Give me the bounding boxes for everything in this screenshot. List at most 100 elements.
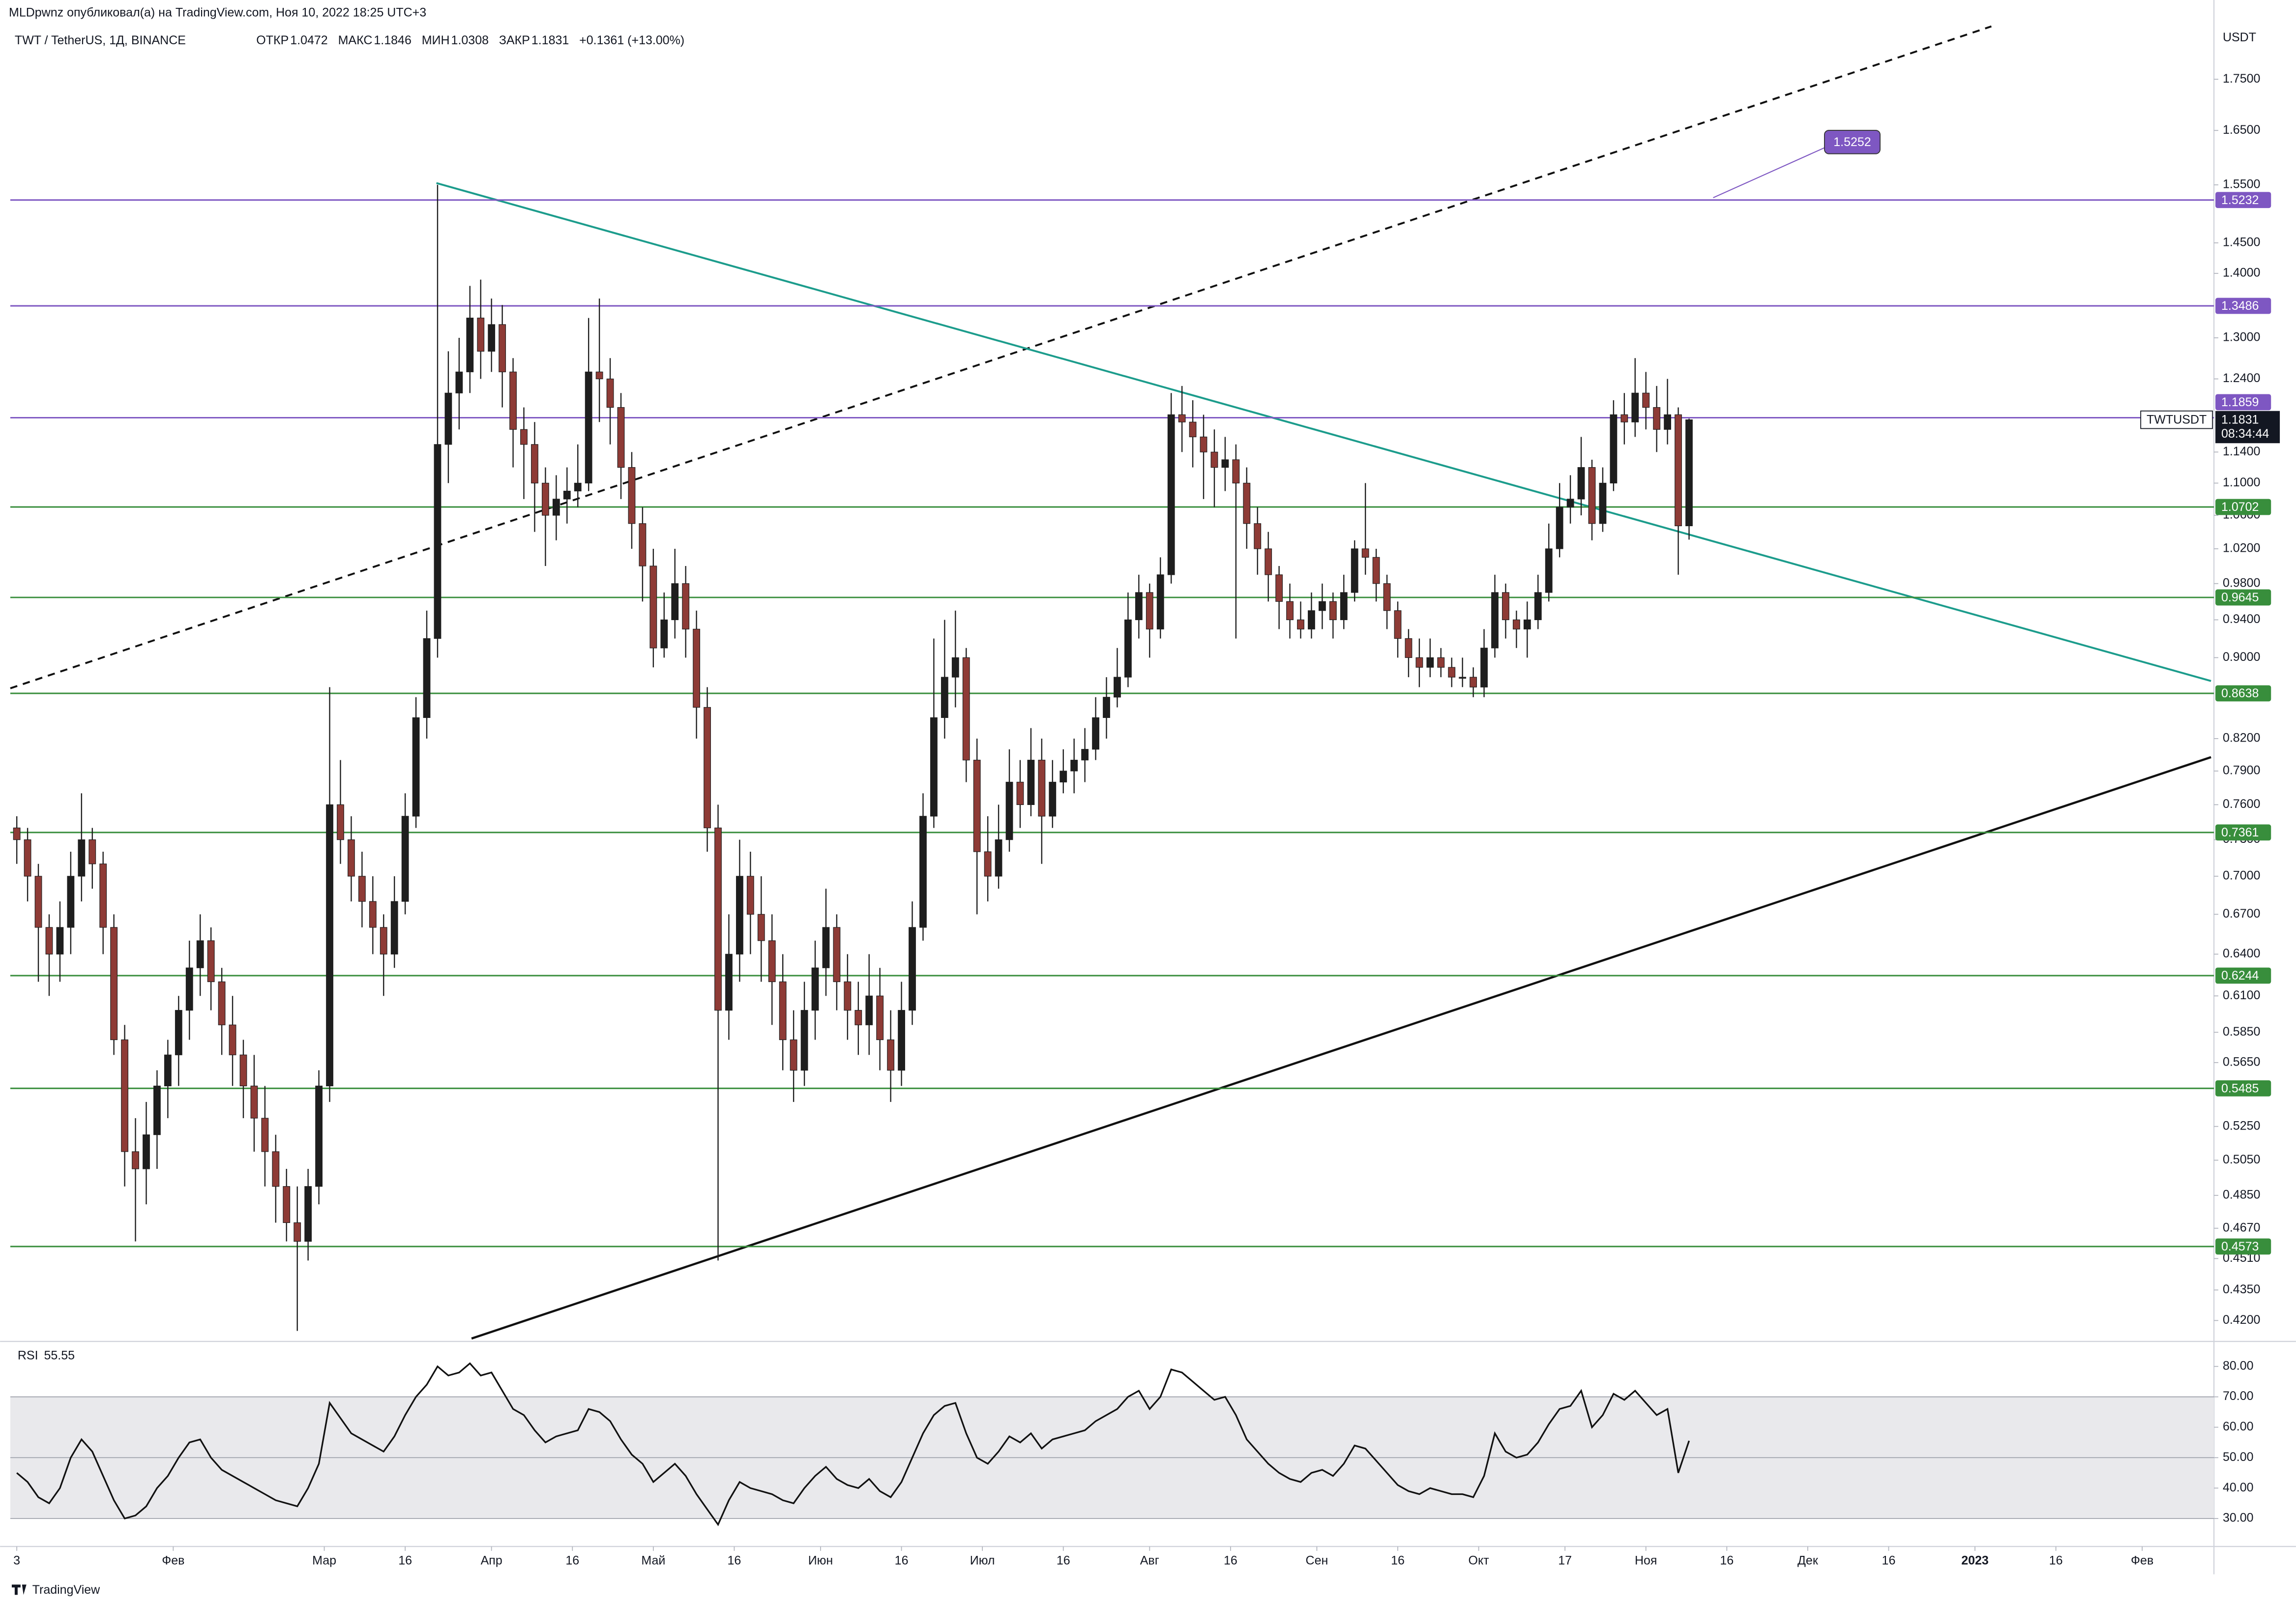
candle-body (1653, 407, 1661, 430)
candle-body (639, 523, 647, 566)
candle-body (326, 804, 333, 1086)
level-badge (2215, 1080, 2271, 1097)
candle-body (1200, 436, 1207, 452)
candle-body (337, 804, 344, 840)
chart-title: TWT / TetherUS, 1Д, BINANCE (15, 33, 186, 47)
candle-body (563, 490, 571, 500)
y-tick-label: 1.4500 (2223, 235, 2260, 249)
level-label: 0.5485 (2221, 1081, 2259, 1095)
candle-body (499, 324, 506, 372)
y-tick-label: 0.7600 (2223, 797, 2260, 811)
x-tick-label: 16 (2049, 1553, 2063, 1567)
x-tick-label: 2023 (1961, 1553, 1989, 1567)
x-tick-label: Апр (481, 1553, 502, 1567)
brand-name: TradingView (32, 1583, 101, 1597)
candle-body (348, 839, 355, 877)
candle-body (315, 1085, 323, 1187)
candle-body (1114, 677, 1121, 698)
candle-body (1631, 392, 1639, 422)
ohlc-value: 1.0472 (290, 33, 327, 47)
candle-body (1437, 657, 1445, 668)
x-tick-label: 16 (565, 1553, 579, 1567)
candle-body (844, 981, 852, 1011)
ohlc-value: 1.1846 (374, 33, 411, 47)
candle-body (412, 717, 420, 817)
candle-body (984, 851, 992, 877)
x-tick-label: Июн (808, 1553, 833, 1567)
y-tick-label: 0.4350 (2223, 1282, 2260, 1296)
candle-body (1426, 657, 1434, 668)
rsi-tick-label: 70.00 (2223, 1389, 2254, 1403)
candle-body (218, 981, 226, 1025)
candle-body (34, 876, 42, 928)
y-tick-label: 0.4670 (2223, 1221, 2260, 1234)
candle-body (1135, 592, 1143, 621)
candle-body (1329, 601, 1337, 621)
candle-body (736, 876, 743, 954)
price-label: 1.1831 (2221, 413, 2259, 427)
candle-body (542, 482, 549, 516)
level-label: 0.6244 (2221, 969, 2259, 983)
candle-body (1297, 619, 1304, 629)
level-label: 1.5232 (2221, 193, 2259, 207)
candle-body (682, 583, 690, 629)
y-tick-label: 0.7000 (2223, 868, 2260, 882)
candle-body (1167, 414, 1175, 575)
candle-body (1103, 697, 1110, 718)
candle-body (283, 1186, 291, 1223)
y-tick-label: 1.1000 (2223, 476, 2260, 489)
candle-body (693, 628, 701, 708)
callout-pointer (1713, 146, 1828, 199)
x-tick-label: Фев (2131, 1553, 2153, 1567)
candle-body (822, 927, 830, 968)
candle-body (110, 927, 118, 1041)
rsi-tick-label: 80.00 (2223, 1359, 2254, 1372)
level-label: 1.1859 (2221, 395, 2259, 409)
candle-body (1124, 619, 1132, 678)
brand: TradingView (11, 1583, 101, 1597)
candle-body (229, 1024, 236, 1055)
level-label: 0.8638 (2221, 686, 2259, 700)
candle-body (1664, 414, 1672, 430)
level-label: 0.7361 (2221, 826, 2259, 839)
x-tick-label: Дек (1797, 1553, 1819, 1567)
ohlc-value: 1.0308 (451, 33, 489, 47)
y-tick-label: 1.4000 (2223, 266, 2260, 279)
candle-body (768, 940, 776, 983)
candle-body (1070, 760, 1078, 772)
callout-box (1824, 130, 1881, 154)
candle-body (1178, 414, 1186, 422)
candle-body (1577, 467, 1585, 500)
level-badge (2215, 589, 2271, 606)
candle-body (1210, 451, 1218, 468)
level-badge (2215, 298, 2271, 314)
candle-body (455, 371, 463, 393)
candle-body (660, 619, 668, 649)
x-tick-label: 16 (1224, 1553, 1237, 1567)
candle-body (671, 583, 679, 621)
y-tick-label: 1.0200 (2223, 541, 2260, 555)
x-tick-label: 17 (1558, 1553, 1572, 1567)
candle-body (185, 967, 193, 1011)
level-badge (2215, 967, 2271, 984)
level-label: 1.3486 (2221, 299, 2259, 313)
candle-body (196, 940, 204, 968)
level-badge (2215, 499, 2271, 515)
candle-body (67, 876, 75, 928)
x-tick-label: Май (641, 1553, 665, 1567)
x-tick-label: Авг (1140, 1553, 1159, 1567)
candle-body (1470, 677, 1477, 687)
x-tick-label: 16 (1720, 1553, 1734, 1567)
candle-body (250, 1085, 258, 1119)
y-tick-label: 0.8200 (2223, 731, 2260, 745)
y-tick-label: 0.6100 (2223, 988, 2260, 1002)
level-badge (2215, 1238, 2271, 1255)
trend-line-support (471, 756, 2211, 1340)
candle-body (423, 638, 431, 718)
candle-body (294, 1222, 301, 1242)
rsi-tick-label: 60.00 (2223, 1420, 2254, 1433)
candle-body (800, 1010, 808, 1071)
candle-body (477, 318, 485, 352)
